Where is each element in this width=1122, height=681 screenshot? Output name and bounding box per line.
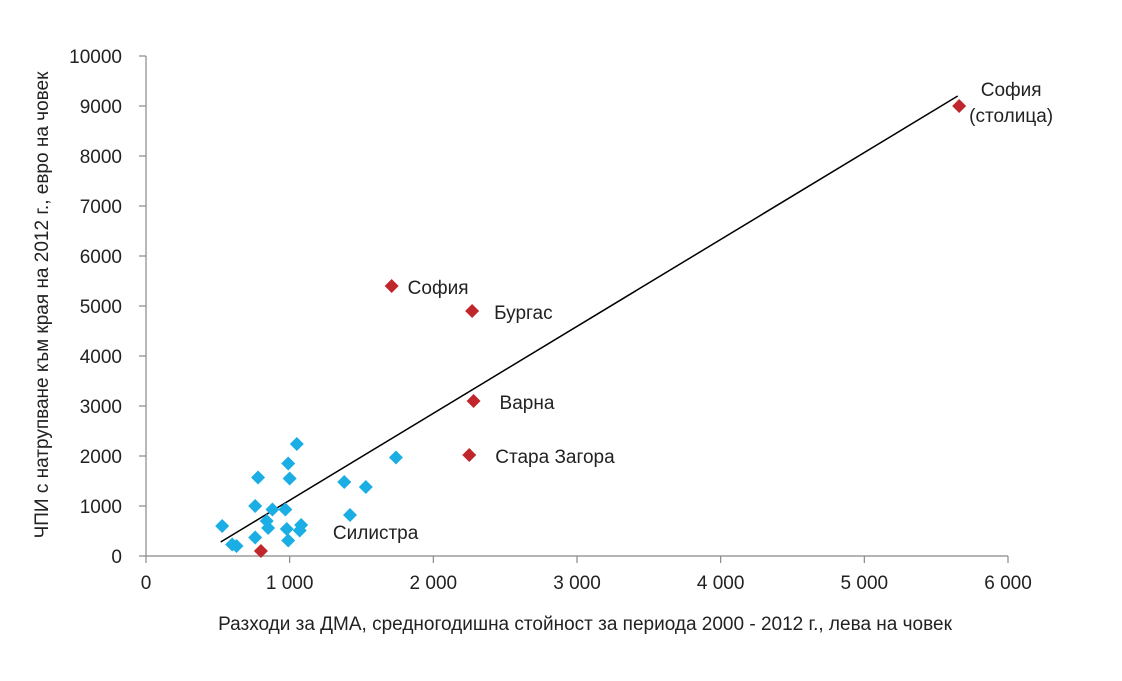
y-tick-label: 7000 <box>80 197 122 218</box>
annotations: Силистра София Бургас Варна Стара Загора Софи… <box>333 80 1053 544</box>
data-point <box>229 539 244 553</box>
x-ticks: 0 1 000 2 000 3 000 4 000 5 000 6 000 <box>141 556 1032 594</box>
annotation-label: София <box>408 278 469 299</box>
data-point <box>261 521 276 535</box>
highlighted-data-point <box>384 279 399 293</box>
highlighted-data-point <box>462 448 477 462</box>
highlighted-data-point <box>253 544 268 558</box>
annotation-label: Варна <box>500 393 555 414</box>
data-point <box>251 470 266 485</box>
x-tick-label: 2 000 <box>410 573 458 594</box>
highlighted-data-point <box>465 304 480 318</box>
y-tick-label: 10000 <box>69 47 122 68</box>
y-ticks: 0 1000 2000 3000 4000 5000 6000 7000 8000 9000 100… <box>69 47 146 568</box>
y-tick-label: 1000 <box>80 497 122 518</box>
y-tick-label: 0 <box>111 547 122 568</box>
highlighted-data-point <box>952 99 967 113</box>
data-point <box>281 456 296 471</box>
annotation-label: Бургас <box>494 303 552 324</box>
data-point <box>278 502 293 517</box>
data-point <box>388 450 403 465</box>
data-point <box>248 499 263 513</box>
axes: 0 1 000 2 000 3 000 4 000 5 000 6 000 0 1000 200… <box>69 47 1032 594</box>
data-point <box>343 508 358 522</box>
data-point <box>337 475 352 489</box>
x-tick-label: 0 <box>141 573 152 594</box>
data-point <box>215 519 230 533</box>
annotation-label: Силистра <box>333 523 419 544</box>
highlighted-data-point <box>466 394 481 408</box>
annotation-label: (столица) <box>969 106 1053 127</box>
y-axis-title: ЧПИ с натрупване към края на 2012 г., ев… <box>32 71 53 539</box>
data-point <box>279 522 294 536</box>
data-point <box>281 533 296 548</box>
x-tick-label: 3 000 <box>553 573 601 594</box>
data-points <box>215 99 967 558</box>
data-point <box>248 530 263 545</box>
trendline <box>220 95 959 543</box>
x-axis-title: Разходи за ДМА, средногодишна стойност з… <box>218 614 952 635</box>
annotation-label: София <box>981 80 1042 101</box>
data-point <box>358 480 373 494</box>
y-tick-label: 4000 <box>80 347 122 368</box>
y-tick-label: 5000 <box>80 297 122 318</box>
y-tick-label: 2000 <box>80 447 122 468</box>
x-tick-label: 5 000 <box>841 573 889 594</box>
data-point <box>282 471 297 486</box>
data-point <box>289 437 304 451</box>
annotation-label: Стара Загора <box>495 447 615 468</box>
data-point <box>294 518 309 532</box>
y-tick-label: 6000 <box>80 247 122 268</box>
x-tick-label: 4 000 <box>697 573 745 594</box>
y-tick-label: 9000 <box>80 97 122 118</box>
data-point <box>265 502 280 517</box>
x-tick-label: 6 000 <box>984 573 1032 594</box>
y-tick-label: 8000 <box>80 147 122 168</box>
x-tick-label: 1 000 <box>266 573 314 594</box>
y-tick-label: 3000 <box>80 397 122 418</box>
